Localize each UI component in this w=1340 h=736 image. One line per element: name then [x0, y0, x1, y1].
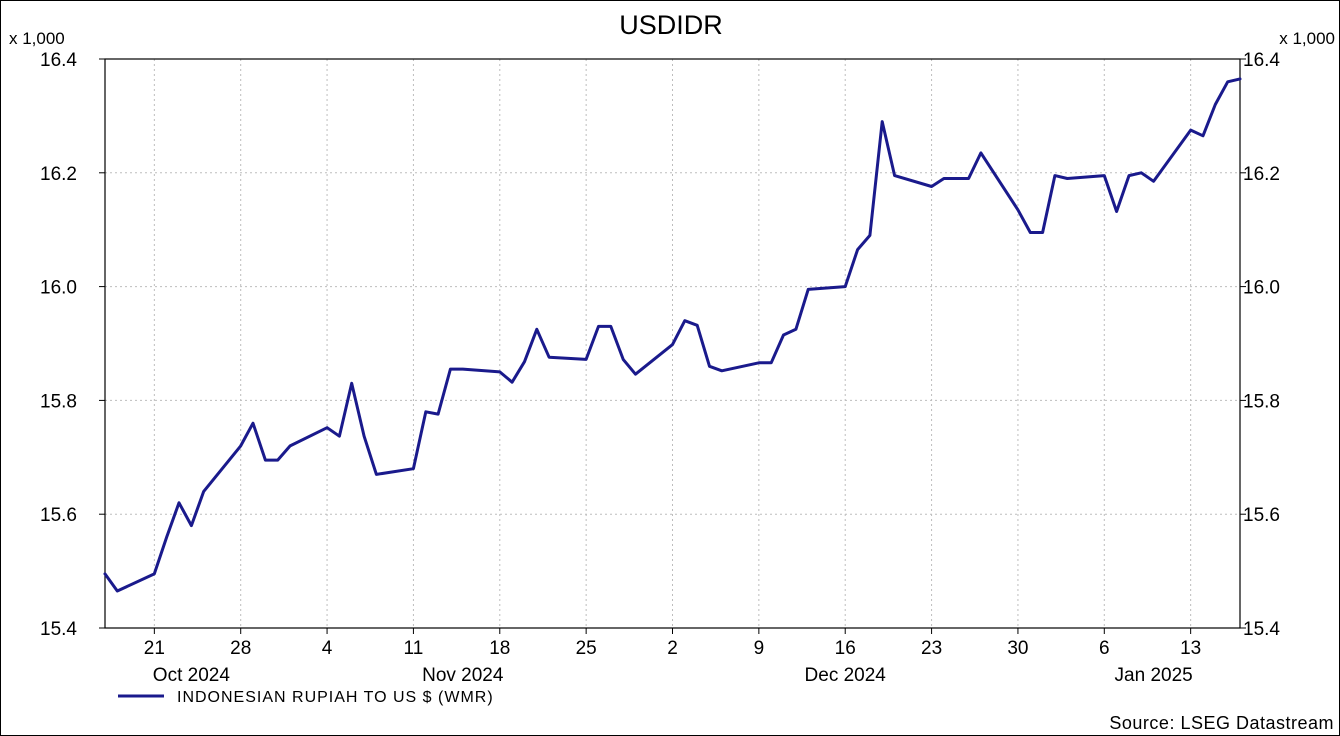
month-label: Oct 2024	[153, 665, 231, 686]
month-label: Jan 2025	[1115, 665, 1193, 686]
chart-title: USDIDR	[619, 10, 723, 40]
month-label: Nov 2024	[422, 665, 504, 686]
legend-label: INDONESIAN RUPIAH TO US $ (WMR)	[177, 689, 494, 706]
x-tick-label: 4	[322, 638, 333, 659]
x-tick-label: 11	[404, 638, 424, 659]
x-tick-label: 9	[754, 638, 765, 659]
y-tick-label-right: 15.6	[1243, 505, 1280, 526]
x-tick-label: 21	[144, 638, 165, 659]
x-tick-label: 6	[1099, 638, 1110, 659]
y-tick-label-right: 15.4	[1243, 619, 1280, 640]
y-scale-note-right: x 1,000	[1279, 29, 1335, 48]
y-tick-label-left: 15.4	[40, 619, 77, 640]
y-axis-right: 16.4 16.2 16.0 15.8 15.6 15.4	[1240, 50, 1280, 640]
month-labels: Oct 2024 Nov 2024 Dec 2024 Jan 2025	[153, 665, 1193, 686]
plot-area	[104, 58, 1241, 629]
x-axis: 21 28 4 11 18 25 2 9 16 23 30 6 13	[144, 628, 1201, 659]
x-tick-label: 23	[921, 638, 942, 659]
y-scale-note-left: x 1,000	[9, 29, 65, 48]
y-tick-label-right: 16.2	[1243, 164, 1280, 185]
y-tick-label-right: 16.4	[1243, 50, 1280, 71]
y-tick-label-left: 16.4	[40, 50, 77, 71]
month-label: Dec 2024	[805, 665, 887, 686]
y-tick-label-right: 15.8	[1243, 391, 1280, 412]
y-tick-label-right: 16.0	[1243, 278, 1280, 299]
x-tick-label: 28	[230, 638, 251, 659]
source-note: Source: LSEG Datastream	[1109, 713, 1334, 733]
x-tick-label: 25	[576, 638, 597, 659]
series-line-usdidr	[103, 77, 1242, 593]
y-axis-left: 16.4 16.2 16.0 15.8 15.6 15.4	[40, 50, 105, 640]
x-tick-label: 16	[835, 638, 856, 659]
x-tick-label: 18	[489, 638, 510, 659]
x-tick-label: 13	[1180, 638, 1201, 659]
y-tick-label-left: 15.6	[40, 505, 77, 526]
x-tick-label: 30	[1007, 638, 1028, 659]
y-tick-label-left: 15.8	[40, 391, 77, 412]
x-tick-label: 2	[667, 638, 678, 659]
y-tick-label-left: 16.0	[40, 278, 77, 299]
y-tick-label-left: 16.2	[40, 164, 77, 185]
